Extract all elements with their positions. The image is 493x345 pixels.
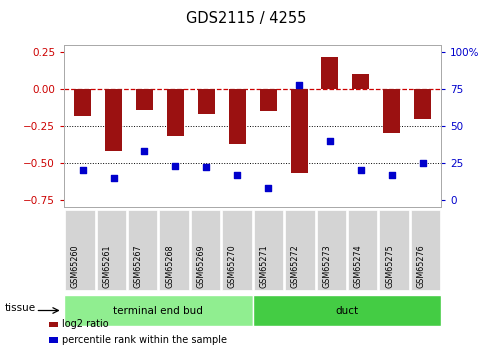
Text: GSM65274: GSM65274 xyxy=(353,245,363,288)
Bar xyxy=(74,89,91,116)
Text: GSM65276: GSM65276 xyxy=(417,245,425,288)
Text: GSM65273: GSM65273 xyxy=(322,245,331,288)
Text: GSM65269: GSM65269 xyxy=(197,245,206,288)
Text: GSM65271: GSM65271 xyxy=(259,245,268,288)
Point xyxy=(388,172,396,177)
Text: percentile rank within the sample: percentile rank within the sample xyxy=(62,335,227,345)
Bar xyxy=(198,89,215,114)
Point xyxy=(202,165,210,170)
Point xyxy=(233,172,241,177)
Point xyxy=(172,163,179,168)
Bar xyxy=(260,89,277,111)
Bar xyxy=(414,89,431,119)
Bar xyxy=(321,57,339,89)
Text: GSM65261: GSM65261 xyxy=(102,245,111,288)
Text: GSM65260: GSM65260 xyxy=(71,245,80,288)
Point xyxy=(295,82,303,87)
Point xyxy=(419,160,426,166)
Point xyxy=(326,138,334,144)
Text: GSM65275: GSM65275 xyxy=(385,244,394,288)
Bar xyxy=(229,89,246,144)
Text: log2 ratio: log2 ratio xyxy=(62,319,109,329)
Text: tissue: tissue xyxy=(5,303,36,313)
Point xyxy=(357,167,365,173)
Bar xyxy=(136,89,153,110)
Point xyxy=(264,185,272,190)
Text: terminal end bud: terminal end bud xyxy=(113,306,203,315)
Text: GDS2115 / 4255: GDS2115 / 4255 xyxy=(186,11,307,27)
Point xyxy=(141,148,148,154)
Bar xyxy=(290,89,308,173)
Text: duct: duct xyxy=(335,306,358,315)
Point xyxy=(79,167,87,173)
Bar xyxy=(105,89,122,151)
Text: GSM65267: GSM65267 xyxy=(134,245,142,288)
Text: GSM65272: GSM65272 xyxy=(291,244,300,288)
Point xyxy=(109,175,117,180)
Bar xyxy=(352,74,369,89)
Text: GSM65270: GSM65270 xyxy=(228,245,237,288)
Bar xyxy=(167,89,184,136)
Text: GSM65268: GSM65268 xyxy=(165,245,174,288)
Bar xyxy=(383,89,400,133)
